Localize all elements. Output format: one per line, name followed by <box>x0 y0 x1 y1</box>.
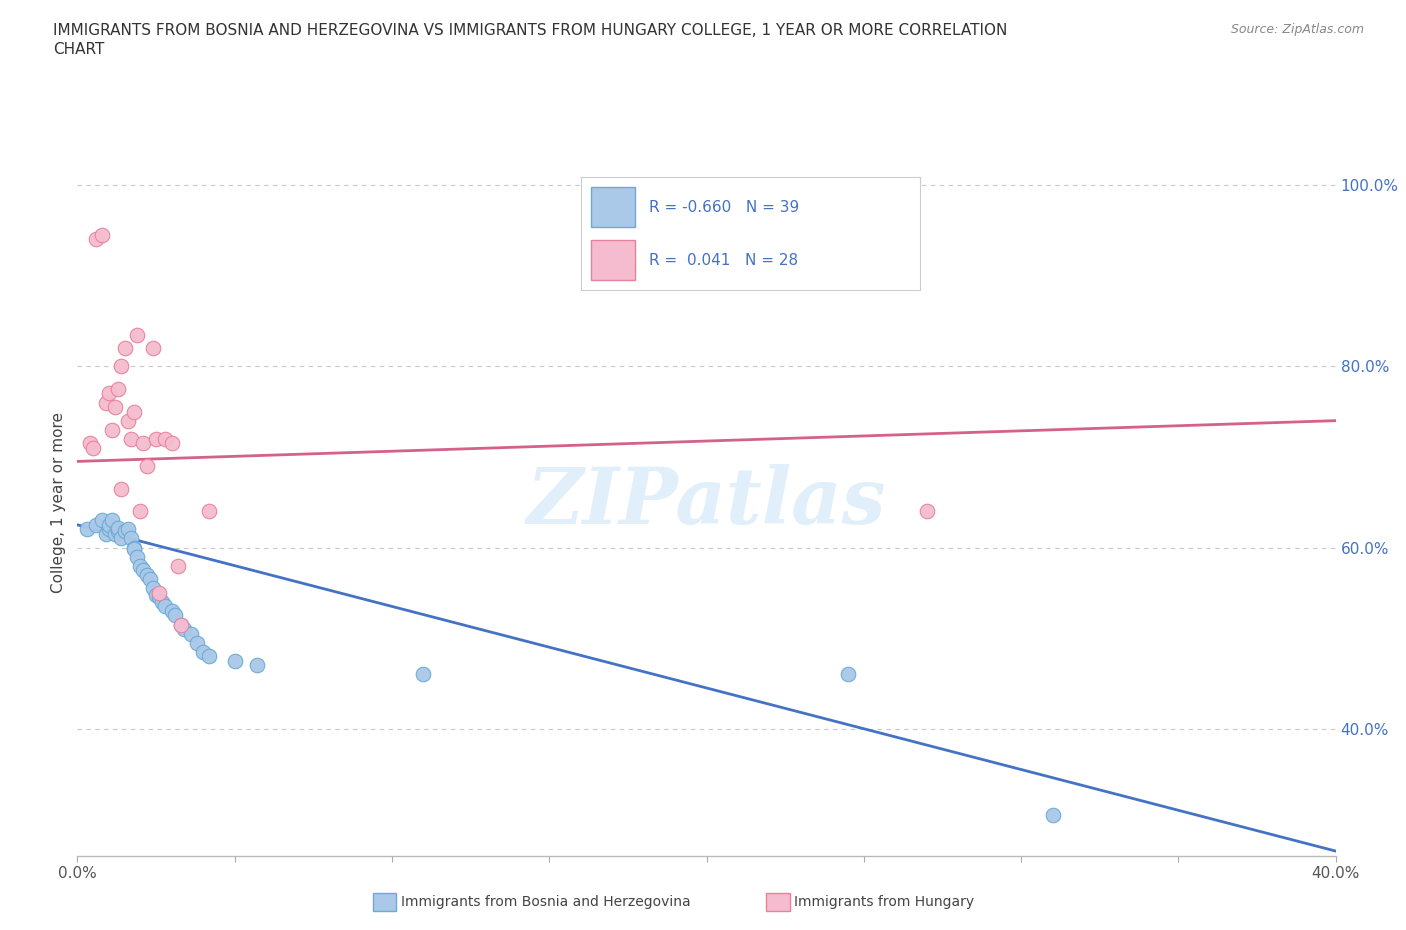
Text: CHART: CHART <box>53 42 105 57</box>
Text: Immigrants from Bosnia and Herzegovina: Immigrants from Bosnia and Herzegovina <box>401 895 690 910</box>
Point <box>94 395 117 410</box>
Point <box>122 540 145 555</box>
Point <box>142 581 165 596</box>
Point <box>170 618 193 632</box>
Point <box>138 572 160 587</box>
Point <box>191 644 215 659</box>
Point <box>148 590 170 604</box>
Point <box>107 381 129 396</box>
Point <box>122 542 145 557</box>
Point <box>120 432 142 446</box>
Point <box>117 413 139 428</box>
Point <box>94 526 117 541</box>
Point <box>127 327 149 342</box>
Point <box>412 667 434 682</box>
Point <box>167 558 190 573</box>
Point <box>198 504 221 519</box>
Point <box>135 458 157 473</box>
Point <box>155 432 177 446</box>
Point <box>110 359 132 374</box>
Y-axis label: College, 1 year or more: College, 1 year or more <box>51 412 66 592</box>
Point <box>163 608 186 623</box>
Point <box>91 228 114 243</box>
Point <box>160 436 183 451</box>
Point <box>97 386 120 401</box>
Point <box>76 522 98 537</box>
Point <box>84 232 107 246</box>
Point <box>110 531 132 546</box>
Text: ZIPatlas: ZIPatlas <box>527 464 886 540</box>
Point <box>122 405 145 419</box>
Point <box>120 531 142 546</box>
Point <box>145 432 167 446</box>
Point <box>173 621 195 636</box>
Point <box>82 441 104 456</box>
Point <box>170 618 193 632</box>
FancyBboxPatch shape <box>591 187 636 227</box>
Text: IMMIGRANTS FROM BOSNIA AND HERZEGOVINA VS IMMIGRANTS FROM HUNGARY COLLEGE, 1 YEA: IMMIGRANTS FROM BOSNIA AND HERZEGOVINA V… <box>53 23 1008 38</box>
Point <box>198 649 221 664</box>
Text: Immigrants from Hungary: Immigrants from Hungary <box>794 895 974 910</box>
Point <box>107 520 129 535</box>
Point <box>186 635 208 650</box>
Text: R = -0.660   N = 39: R = -0.660 N = 39 <box>648 200 799 215</box>
FancyBboxPatch shape <box>591 240 636 280</box>
Point <box>97 517 120 532</box>
Point <box>104 526 127 541</box>
Point <box>155 599 177 614</box>
Point <box>107 524 129 538</box>
Point <box>915 504 938 519</box>
Text: R =  0.041   N = 28: R = 0.041 N = 28 <box>648 253 797 268</box>
Point <box>837 667 859 682</box>
Point <box>104 400 127 415</box>
Point <box>145 587 167 602</box>
Point <box>84 517 107 532</box>
Point <box>114 340 136 355</box>
Point <box>135 567 157 582</box>
Point <box>117 522 139 537</box>
Point <box>224 654 246 669</box>
Point <box>132 436 155 451</box>
Point <box>160 604 183 618</box>
Point <box>114 524 136 538</box>
Point <box>97 522 120 537</box>
Point <box>129 558 152 573</box>
Point <box>246 658 269 672</box>
Point <box>127 549 149 564</box>
Point <box>110 481 132 496</box>
Point <box>91 512 114 527</box>
Point <box>129 504 152 519</box>
Point <box>101 422 124 437</box>
Point <box>101 512 124 527</box>
Point <box>1042 807 1064 822</box>
Point <box>142 340 165 355</box>
Point <box>150 594 173 609</box>
Point <box>132 563 155 578</box>
Point <box>148 585 170 600</box>
Point <box>180 626 202 641</box>
Text: Source: ZipAtlas.com: Source: ZipAtlas.com <box>1230 23 1364 36</box>
Point <box>79 436 101 451</box>
